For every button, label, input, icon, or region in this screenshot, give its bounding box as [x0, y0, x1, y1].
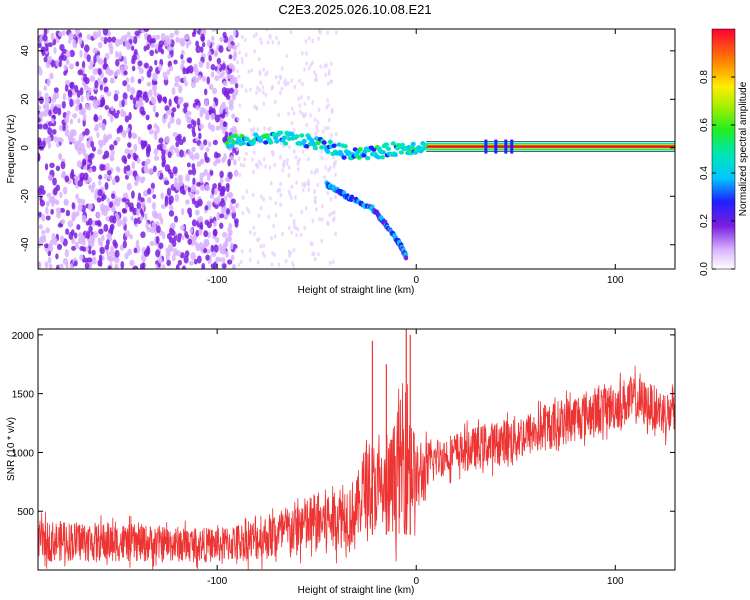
heatmap-y-tick-label: -40 — [20, 237, 31, 252]
snr-x-axis-label: Height of straight line (km) — [298, 585, 415, 596]
snr-panel: -100 0 100 500 1000 1500 2000 Height of strai… — [6, 328, 676, 596]
heatmap-y-tick-label: 40 — [20, 45, 31, 57]
snr-x-tick-label: -100 — [207, 576, 227, 587]
figure-title: C2E3.2025.026.10.08.E21 — [278, 2, 431, 17]
colorbar-label: Normalized spectral amplitude — [738, 81, 749, 216]
colorbar-gradient — [712, 29, 735, 269]
heatmap-x-tick-label: -100 — [207, 275, 227, 286]
snr-x-tick-label: 100 — [607, 576, 624, 587]
heatmap-panel: -100 0 100 -40 -20 0 20 40 Height of straight … — [6, 28, 676, 296]
heatmap-noise-region — [38, 29, 338, 269]
snr-x-ticks: -100 0 100 — [207, 329, 624, 587]
heatmap-y-ticks: -40 -20 0 20 40 — [20, 45, 675, 252]
snr-y-ticks: 500 1000 1500 2000 — [12, 331, 675, 518]
snr-x-tick-label: 0 — [413, 576, 419, 587]
snr-y-tick-label: 2000 — [12, 331, 35, 342]
heatmap-main-trace — [224, 130, 428, 161]
heatmap-x-tick-label: 0 — [413, 275, 419, 286]
heatmap-y-tick-label: -20 — [20, 189, 31, 204]
snr-y-axis-label: SNR (10 * v/v) — [6, 417, 17, 481]
heatmap-x-axis-label: Height of straight line (km) — [298, 285, 415, 296]
heatmap-y-tick-label: 0 — [20, 145, 31, 151]
heatmap-frame — [37, 28, 676, 270]
colorbar: 0.0 0.2 0.4 0.6 0.8 Normalized spectral ampl… — [699, 28, 749, 276]
heatmap-carrier-line — [426, 139, 675, 154]
heatmap-x-tick-label: 100 — [607, 275, 624, 286]
snr-frame — [37, 328, 676, 571]
colorbar-tick-label: 0.6 — [699, 118, 710, 132]
snr-marks — [38, 329, 675, 570]
heatmap-marks — [38, 29, 675, 269]
colorbar-tick-label: 0.0 — [699, 262, 710, 276]
snr-series-line — [38, 365, 675, 570]
snr-y-tick-label: 500 — [17, 507, 34, 518]
heatmap-x-ticks: -100 0 100 — [207, 29, 624, 286]
heatmap-y-axis-label: Frequency (Hz) — [6, 115, 17, 184]
heatmap-descending-trace — [324, 180, 409, 261]
snr-y-tick-label: 1500 — [12, 390, 35, 401]
snr-y-tick-label: 1000 — [12, 448, 35, 459]
colorbar-tick-label: 0.8 — [699, 70, 710, 84]
colorbar-ticks: 0.0 0.2 0.4 0.6 0.8 — [699, 70, 735, 276]
colorbar-tick-label: 0.4 — [699, 166, 710, 180]
colorbar-tick-label: 0.2 — [699, 214, 710, 228]
colorbar-frame — [711, 28, 736, 270]
heatmap-y-tick-label: 20 — [20, 93, 31, 105]
